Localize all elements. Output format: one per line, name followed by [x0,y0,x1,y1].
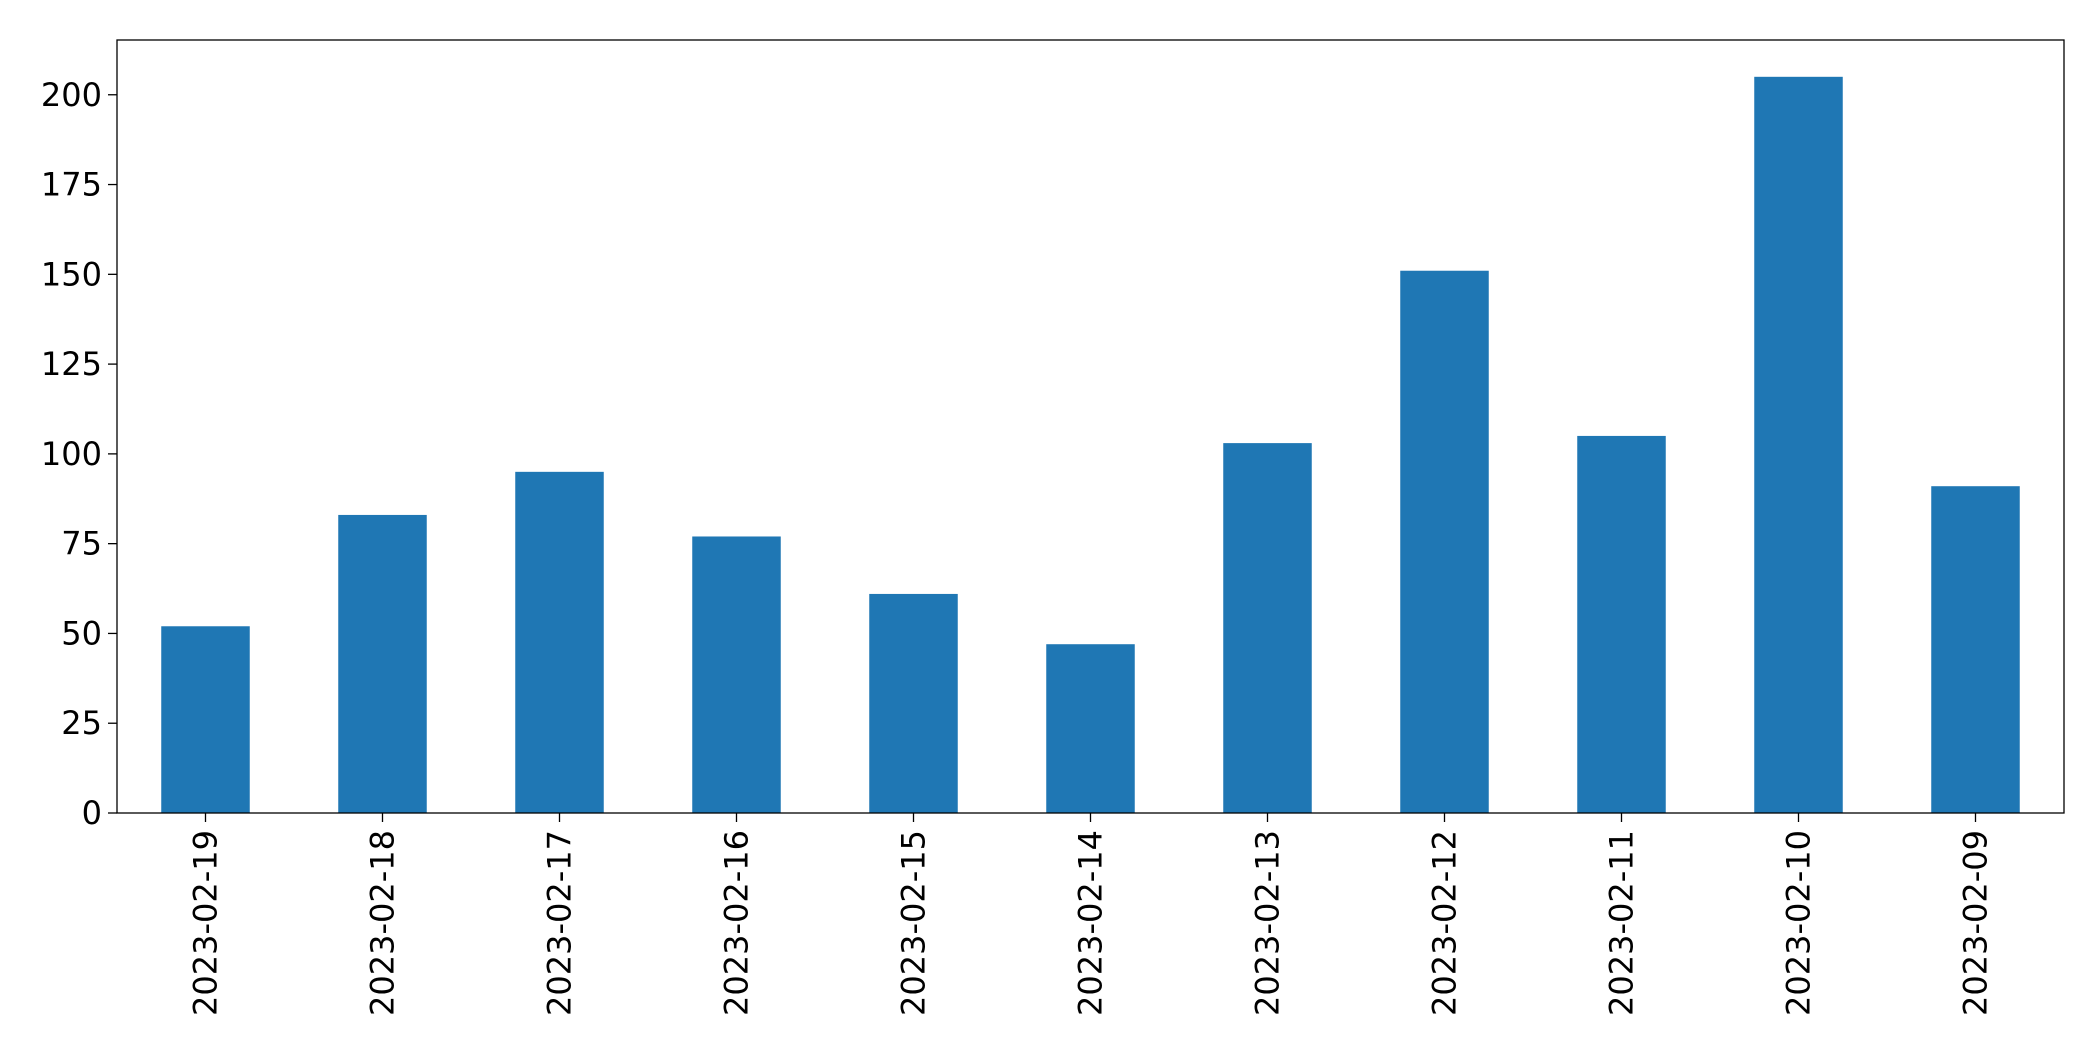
x-tick-label: 2023-02-15 [895,830,933,1016]
y-tick-label: 175 [41,166,102,204]
x-tick-label: 2023-02-19 [187,830,225,1016]
bar [1223,443,1312,813]
plot-frame [116,39,2065,814]
y-tick-label: 0 [82,794,102,832]
x-tick-label: 2023-02-18 [364,830,402,1016]
bar [869,593,958,813]
bar [1400,270,1489,813]
bar [692,536,781,813]
x-tick-label: 2023-02-16 [718,830,756,1016]
bar [1046,644,1135,813]
x-tick-label: 2023-02-13 [1249,830,1287,1016]
bar [338,514,427,813]
x-tick-label: 2023-02-09 [1957,830,1995,1016]
x-tick-label: 2023-02-14 [1072,830,1110,1016]
y-tick-label: 125 [41,345,102,383]
y-tick-label: 200 [41,76,102,114]
y-tick-label: 75 [61,525,102,563]
x-tick-label: 2023-02-10 [1780,830,1818,1016]
y-tick-label: 150 [41,255,102,293]
bar [1931,486,2020,813]
x-tick-label: 2023-02-17 [541,830,579,1016]
y-tick-label: 50 [61,614,102,652]
y-tick-label: 25 [61,704,102,742]
bar [1577,435,1666,813]
x-tick-label: 2023-02-12 [1426,830,1464,1016]
bar [161,626,250,813]
bar [515,471,604,813]
x-tick-label: 2023-02-11 [1603,830,1641,1016]
bar [1754,76,1843,814]
y-tick-label: 100 [41,435,102,473]
